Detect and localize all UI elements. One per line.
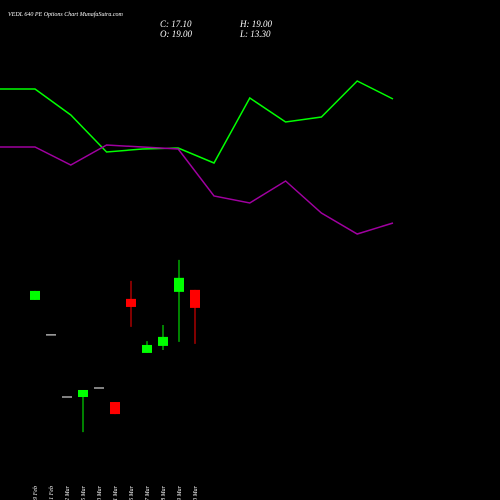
candle-body (190, 289, 200, 308)
x-tick-label: 10 Mar (97, 485, 103, 500)
candle-body (78, 389, 88, 398)
x-tick-label: 18 Mar (161, 485, 167, 500)
info-label: O: 19.00 (160, 29, 192, 39)
chart-title: VEDL 640 PE Options Chart MunafaSutra.co… (8, 11, 124, 18)
candle-body (158, 336, 168, 346)
info-label: H: 19.00 (239, 19, 272, 29)
x-tick-label: 05 Mar (81, 485, 87, 500)
candle-body (46, 334, 56, 336)
candle-body (110, 402, 120, 415)
x-tick-label: 11 Mar (113, 485, 119, 500)
candle-body (126, 298, 136, 307)
candle-body (174, 277, 184, 292)
x-tick-label: 11 Feb (49, 486, 55, 500)
x-tick-label: 16 Mar (129, 485, 135, 500)
x-tick-label: 09 Feb (33, 486, 39, 500)
info-label: L: 13.30 (239, 29, 271, 39)
x-tick-label: 20 Mar (193, 485, 199, 500)
candle-body (30, 290, 40, 300)
candle-body (62, 396, 72, 398)
line-series (0, 144, 394, 235)
x-tick-label: 02 Mar (65, 485, 71, 500)
info-label: C: 17.10 (160, 19, 192, 29)
candle-body (142, 344, 152, 353)
x-tick-label: 17 Mar (145, 485, 151, 500)
candle-body (94, 387, 104, 389)
x-tick-label: 19 Mar (177, 485, 183, 500)
line-series (0, 80, 394, 164)
